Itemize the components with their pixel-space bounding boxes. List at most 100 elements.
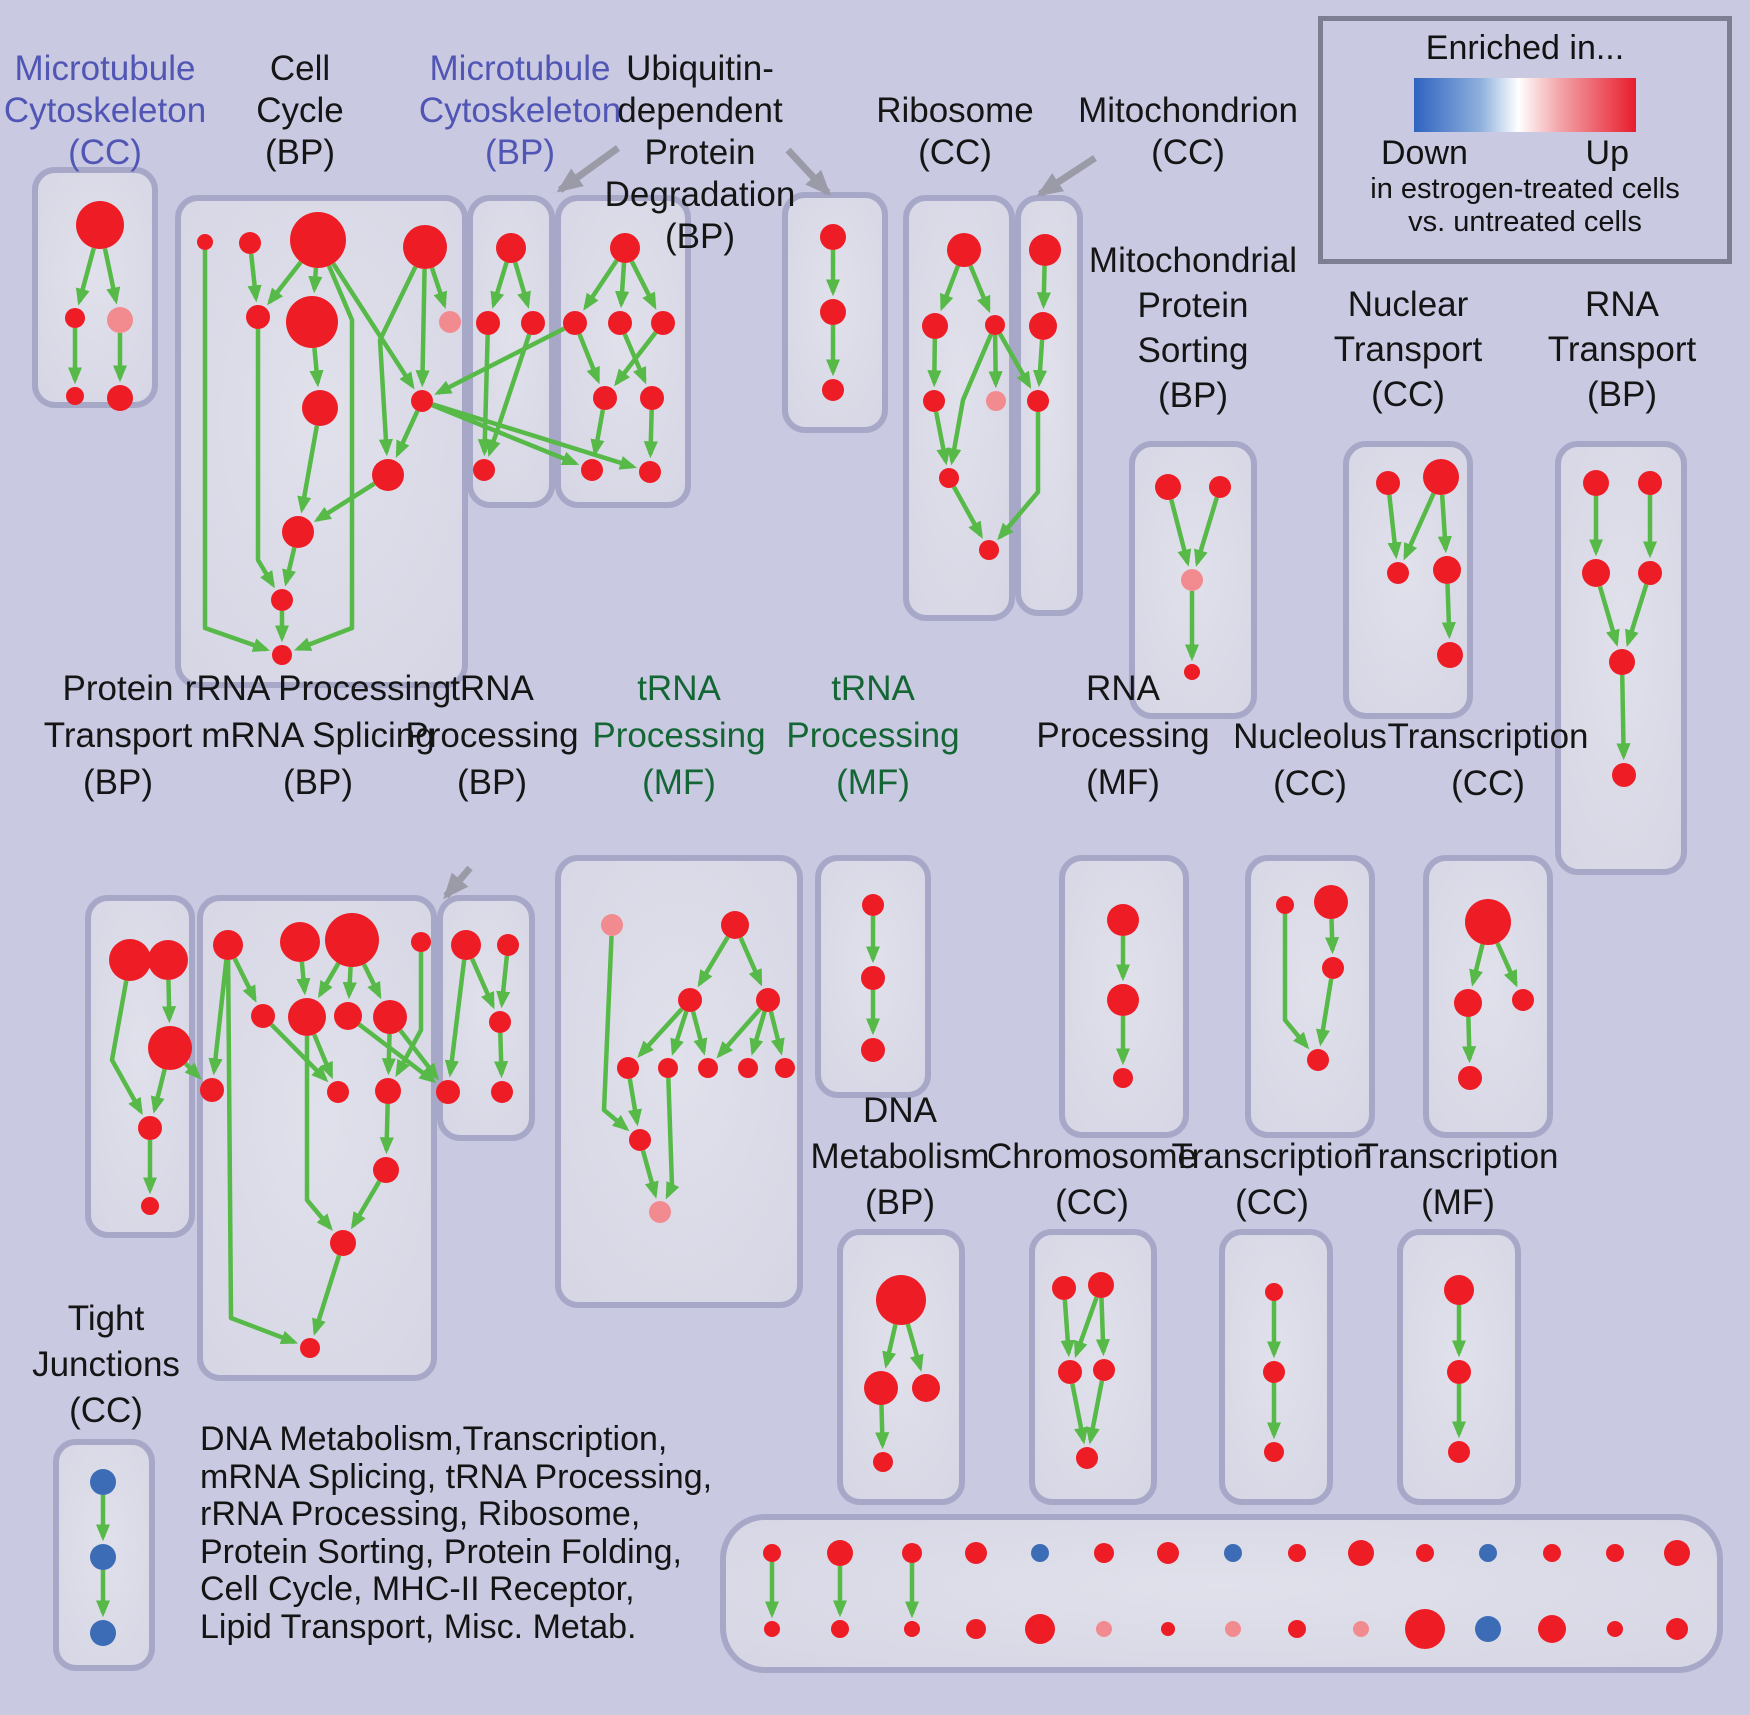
microtubule-cc-node-b gene-node bbox=[65, 308, 85, 328]
mitochondrion-node-M2 gene-node bbox=[1029, 312, 1057, 340]
edge bbox=[477, 334, 492, 457]
rna-processing-mf-label: (MF) bbox=[1086, 763, 1160, 802]
chromosome-node-tl gene-node bbox=[1052, 1276, 1076, 1300]
cell-cycle-node-b gene-node bbox=[239, 232, 261, 254]
microtubule-bp-right-node-d3 gene-node bbox=[651, 311, 675, 335]
rrna-processing-mrna-splicing-node-rK gene-node bbox=[373, 1157, 399, 1183]
edge bbox=[225, 959, 299, 1345]
edge bbox=[282, 547, 297, 587]
ubiquitin-degradation-label: Ubiquitin- bbox=[626, 49, 774, 88]
rrna-processing-mrna-splicing-node-rC gene-node bbox=[325, 913, 379, 967]
edge bbox=[1387, 494, 1402, 560]
trna-processing-mf-small-node-n1 gene-node bbox=[862, 894, 884, 916]
transcription-mf-node-n2 gene-node bbox=[1447, 1360, 1471, 1384]
protein-transport-label: Protein bbox=[63, 669, 174, 708]
mitochondrial-protein-sorting-label: Mitochondrial bbox=[1089, 241, 1297, 280]
rna-transport-label: RNA bbox=[1585, 285, 1660, 324]
edge bbox=[429, 267, 447, 309]
mitochondrion-label: Mitochondrion bbox=[1078, 91, 1298, 130]
edge bbox=[267, 260, 303, 306]
edge bbox=[183, 1061, 202, 1080]
rrna-processing-mrna-splicing-label: rRNA Processing bbox=[185, 669, 451, 708]
edge bbox=[882, 1323, 898, 1369]
edge bbox=[1315, 978, 1334, 1047]
trna-processing-mf-small-label: Processing bbox=[786, 716, 959, 755]
misc-terms-node-t3 gene-node bbox=[902, 1543, 922, 1563]
microtubule-bp-left-node-T gene-node bbox=[496, 233, 526, 263]
nuclear-transport-label: Nuclear bbox=[1348, 285, 1469, 324]
edge bbox=[697, 935, 730, 988]
rna-processing-mf-node-n1 gene-node bbox=[1107, 904, 1139, 936]
transcription-cc-lower-label: (CC) bbox=[1235, 1183, 1309, 1222]
rrna-processing-mrna-splicing-node-rM gene-node bbox=[300, 1338, 320, 1358]
edge bbox=[615, 262, 630, 309]
nucleolus-node-s gene-node bbox=[1276, 896, 1294, 914]
ubiquitin-degradation-node-u1 gene-node bbox=[820, 224, 846, 250]
transcription-cc-lower-node-n3 gene-node bbox=[1264, 1442, 1284, 1462]
mitochondrial-protein-sorting-node-t1 gene-node bbox=[1155, 474, 1181, 500]
edge bbox=[1036, 265, 1051, 310]
trna-processing-mf-large-node-b2 gene-node bbox=[658, 1058, 678, 1078]
edge bbox=[670, 1010, 689, 1056]
rrna-processing-mrna-splicing-node-rH gene-node bbox=[373, 1000, 407, 1034]
mitochondrial-protein-sorting-label: Sorting bbox=[1138, 331, 1249, 370]
trna-processing-bp-node-t2 gene-node bbox=[497, 934, 519, 956]
cluster-labels: MicrotubuleCytoskeleton(CC)CellCycle(BP)… bbox=[4, 49, 1697, 1430]
microtubule-cc-node-d gene-node bbox=[66, 387, 84, 405]
cell-cycle-label: Cell bbox=[270, 49, 330, 88]
trna-processing-mf-large-box bbox=[555, 855, 803, 1308]
misc-terms-node-t8 gene-node bbox=[1224, 1544, 1242, 1562]
trna-processing-mf-large-node-b5 gene-node bbox=[775, 1058, 795, 1078]
misc-annotation-text: DNA Metabolism,Transcription, mRNA Splici… bbox=[200, 1420, 712, 1646]
legend-subtitle-1: in estrogen-treated cells bbox=[1370, 173, 1680, 205]
edge bbox=[988, 334, 1003, 389]
microtubule-cc-node-e gene-node bbox=[107, 385, 133, 411]
protein-transport-node-P4 gene-node bbox=[138, 1116, 162, 1140]
ribosome-node-R4 gene-node bbox=[923, 390, 945, 412]
nucleolus-node-m gene-node bbox=[1322, 957, 1344, 979]
rrna-processing-mrna-splicing-node-rN gene-node bbox=[200, 1078, 224, 1102]
tight-junctions-node-n3 gene-node bbox=[90, 1620, 116, 1646]
edge bbox=[309, 347, 324, 388]
edge bbox=[431, 403, 580, 466]
edge bbox=[434, 326, 566, 395]
edge bbox=[590, 409, 606, 457]
edge bbox=[255, 329, 275, 589]
edge bbox=[643, 409, 658, 459]
rna-transport-node-t2 gene-node bbox=[1638, 471, 1662, 495]
mitochondrial-protein-sorting-label: Protein bbox=[1138, 286, 1249, 325]
edge bbox=[716, 1007, 762, 1059]
cell-cycle-node-m gene-node bbox=[272, 645, 292, 665]
edge bbox=[381, 1033, 396, 1076]
misc-terms-node-t14 gene-node bbox=[1606, 1544, 1624, 1562]
edge bbox=[690, 1011, 708, 1056]
microtubule-bp-right-box bbox=[555, 195, 691, 508]
nuclear-transport-node-ml gene-node bbox=[1387, 562, 1409, 584]
misc-terms-node-b3 gene-node bbox=[904, 1621, 920, 1637]
edge bbox=[150, 1068, 167, 1114]
rrna-processing-mrna-splicing-node-rF gene-node bbox=[288, 998, 326, 1036]
misc-terms-node-t4 gene-node bbox=[965, 1542, 987, 1564]
cell-cycle-label: (BP) bbox=[265, 133, 335, 172]
dna-metabolism-node-l gene-node bbox=[864, 1371, 898, 1405]
transcription-cc-lower-node-n2 gene-node bbox=[1263, 1361, 1285, 1383]
rrna-processing-mrna-splicing-node-rA gene-node bbox=[213, 930, 243, 960]
trna-processing-mf-large-node-b1 gene-node bbox=[617, 1057, 639, 1079]
misc-terms-node-t2 gene-node bbox=[827, 1540, 853, 1566]
edge bbox=[357, 1022, 437, 1084]
edge bbox=[951, 485, 983, 539]
transcription-cc-upper-node-b gene-node bbox=[1458, 1066, 1482, 1090]
edge bbox=[1060, 1299, 1075, 1358]
dna-metabolism-node-T gene-node bbox=[876, 1275, 926, 1325]
mitochondrion-node-M1 gene-node bbox=[1029, 234, 1061, 266]
edge bbox=[1403, 492, 1436, 561]
trna-processing-mf-large-node-b4 gene-node bbox=[738, 1058, 758, 1078]
edge bbox=[444, 959, 467, 1078]
microtubule-bp-right-node-b2 gene-node bbox=[639, 461, 661, 483]
edge bbox=[1282, 914, 1310, 1050]
edge bbox=[997, 332, 1032, 390]
microtubule-cc-box bbox=[32, 167, 158, 408]
dna-metabolism-node-r gene-node bbox=[912, 1374, 940, 1402]
edge bbox=[1073, 1296, 1099, 1359]
edge bbox=[1616, 674, 1631, 761]
